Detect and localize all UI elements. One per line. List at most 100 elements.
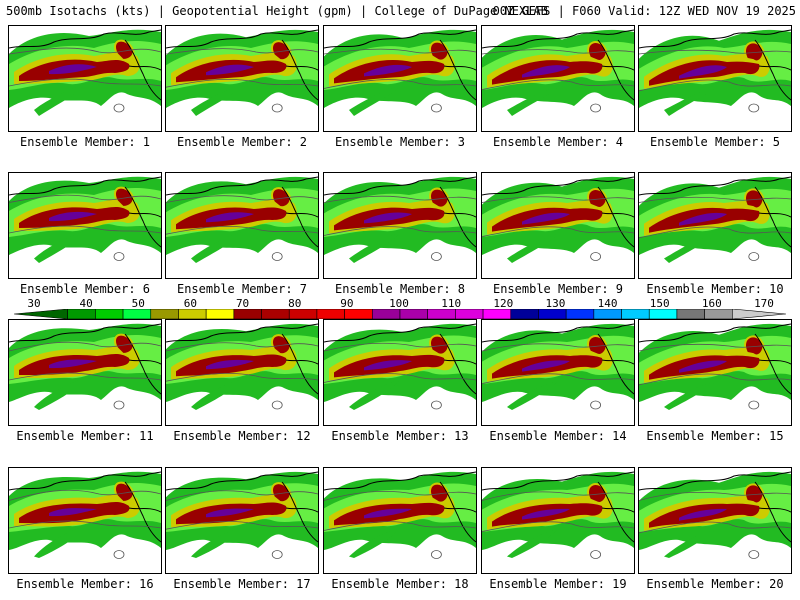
jet-max: [679, 65, 727, 79]
height-contour-closed: [590, 400, 601, 410]
jet-max: [679, 508, 727, 521]
jet-max: [364, 508, 412, 519]
colorbar-swatch: [482, 309, 512, 319]
header: 500mb Isotachs (kts) | Geopotential Heig…: [6, 4, 796, 20]
ensemble-map: [323, 25, 477, 132]
coastline: [482, 176, 634, 248]
ensemble-member-label: Ensemble Member: 14: [489, 429, 627, 443]
colorbar-swatch: [122, 309, 152, 319]
coastline: [639, 323, 791, 395]
jet-max: [49, 359, 97, 369]
jet-max: [522, 508, 570, 520]
height-contour: [324, 342, 476, 383]
jet-max: [522, 212, 570, 225]
colorbar-tick-label: 170: [754, 297, 774, 310]
subtropical-streak: [507, 87, 557, 116]
ensemble-member-label: Ensemble Member: 12: [173, 429, 311, 443]
colorbar-swatch: [178, 309, 207, 319]
trough-hook: [587, 188, 608, 209]
coastline: [639, 176, 791, 248]
height-contour-closed: [748, 252, 760, 261]
height-contour-closed: [271, 252, 283, 261]
coastline: [166, 323, 318, 395]
ensemble-map: [481, 172, 635, 279]
ensemble-member-label: Ensemble Member: 9: [492, 282, 624, 296]
ensemble-map: [165, 467, 319, 574]
coastline: [324, 29, 476, 101]
height-contour: [324, 195, 476, 236]
ensemble-map: [165, 25, 319, 132]
trough-hook: [587, 41, 608, 62]
colorbar-tick-label: 70: [235, 297, 250, 310]
jet-max: [522, 65, 570, 78]
colorbar-tick-label: 30: [27, 297, 41, 310]
height-contour-closed: [431, 103, 442, 113]
colorbar-tick-label: 110: [441, 297, 462, 310]
ensemble-member-label: Ensemble Member: 20: [646, 577, 784, 591]
trough-hook: [744, 41, 765, 63]
jet-max: [206, 359, 254, 370]
height-contour: [166, 195, 318, 235]
height-contour-closed: [271, 400, 283, 410]
ensemble-member-label: Ensemble Member: 3: [334, 135, 466, 149]
ensemble-member-label: Ensemble Member: 6: [19, 282, 151, 296]
ensemble-map: [481, 467, 635, 574]
height-contour-closed: [431, 252, 442, 261]
colorbar-swatch: [621, 309, 650, 319]
ensemble-member-label: Ensemble Member: 2: [176, 135, 308, 149]
colorbar-swatch: [593, 309, 622, 319]
height-contour: [9, 47, 161, 87]
coastline: [166, 176, 318, 248]
colorbar-tick-label: 130: [545, 297, 566, 310]
subtropical-streak: [349, 380, 399, 410]
height-contour-closed: [748, 550, 760, 559]
coastline: [639, 471, 791, 543]
subtropical-streak: [191, 232, 241, 263]
ensemble-member-label: Ensemble Member: 19: [489, 577, 627, 591]
height-contour: [482, 491, 634, 532]
trough-hook: [744, 483, 765, 505]
colorbar-tick-label: 50: [131, 297, 145, 310]
trough-hook: [744, 335, 765, 357]
ensemble-map: [638, 25, 792, 132]
height-contour: [639, 196, 791, 239]
height-contour-closed: [271, 550, 283, 559]
colorbar-swatch: [565, 309, 595, 319]
colorbar-swatch: [427, 309, 456, 319]
colorbar-swatch: [95, 309, 124, 319]
subtropical-streak: [507, 234, 557, 263]
ensemble-member-label: Ensemble Member: 11: [16, 429, 154, 443]
height-contour: [324, 48, 476, 89]
colorbar-tick-label: 80: [288, 297, 302, 310]
jet-max: [49, 508, 97, 517]
coastline: [482, 29, 634, 101]
ensemble-member-label: Ensemble Member: 18: [331, 577, 469, 591]
colorbar-swatch: [455, 309, 484, 319]
coastline: [9, 471, 161, 543]
ensemble-member-label: Ensemble Member: 8: [334, 282, 466, 296]
ensemble-member-label: Ensemble Member: 7: [176, 282, 308, 296]
ensemble-map: [481, 319, 635, 426]
colorbar-ticks: 30 40 50 60 70 80 90 100 110 120 130 140 150 160 170: [14, 297, 786, 310]
coastline: [639, 29, 791, 101]
jet-max: [49, 211, 97, 222]
ensemble-map: [323, 319, 477, 426]
coastline: [324, 323, 476, 395]
colorbar-swatch: [648, 309, 678, 319]
ensemble-map: [8, 172, 162, 279]
trough-hook: [744, 188, 765, 210]
ensemble-map: [165, 172, 319, 279]
ensemble-member-label: Ensemble Member: 1: [19, 135, 151, 149]
colorbar-tick-label: 160: [701, 297, 722, 310]
height-contour-closed: [113, 550, 125, 559]
jet-max: [522, 360, 570, 372]
height-contour: [166, 490, 318, 530]
ensemble-map: [8, 25, 162, 132]
subtropical-streak: [34, 231, 84, 263]
colorbar-swatch: [288, 309, 318, 319]
ensemble-map: [638, 172, 792, 279]
coastline: [9, 176, 161, 248]
height-contour-closed: [590, 103, 601, 113]
jet-max: [49, 64, 97, 75]
ensemble-map: [323, 467, 477, 574]
